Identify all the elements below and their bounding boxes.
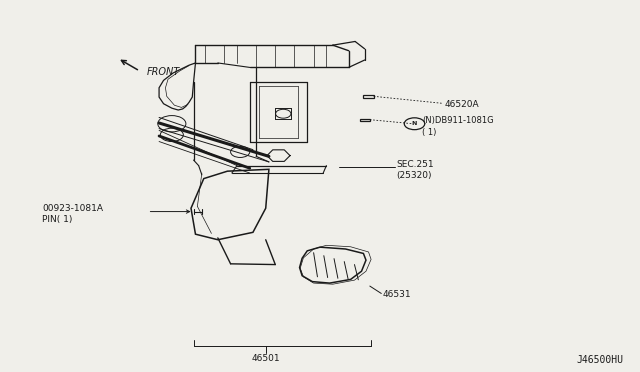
Text: N: N: [412, 121, 417, 126]
Text: ( 1): ( 1): [422, 128, 436, 137]
Text: (25320): (25320): [397, 171, 432, 180]
Text: FRONT: FRONT: [147, 67, 180, 77]
Text: 00923-1081A: 00923-1081A: [42, 204, 103, 213]
Text: 46520A: 46520A: [445, 100, 479, 109]
Text: J46500HU: J46500HU: [577, 355, 623, 365]
Text: SEC.251: SEC.251: [397, 160, 435, 169]
Text: (N)DB911-1081G: (N)DB911-1081G: [422, 116, 494, 125]
Text: 46531: 46531: [383, 290, 412, 299]
Text: PIN( 1): PIN( 1): [42, 215, 72, 224]
Text: 46501: 46501: [252, 354, 280, 363]
